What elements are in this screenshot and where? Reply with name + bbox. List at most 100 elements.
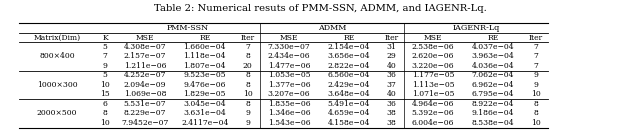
Text: 2.4117e−04: 2.4117e−04 [181,119,228,127]
Text: 38: 38 [387,109,397,117]
Text: 6: 6 [103,100,108,108]
Text: 6.962e−04: 6.962e−04 [472,81,514,89]
Text: 8: 8 [245,81,250,89]
Text: 7.9452e−07: 7.9452e−07 [121,119,169,127]
Text: 15: 15 [100,90,110,98]
Text: IAGENR-Lq: IAGENR-Lq [452,24,499,32]
Text: 8.538e−04: 8.538e−04 [472,119,514,127]
Text: 1.807e−04: 1.807e−04 [184,62,226,70]
Text: 7.330e−07: 7.330e−07 [268,43,310,51]
Text: 2.538e−06: 2.538e−06 [412,43,454,51]
Text: MSE: MSE [136,34,154,41]
Text: 1.053e−05: 1.053e−05 [268,72,310,79]
Text: 7: 7 [533,43,538,51]
Text: 8: 8 [245,100,250,108]
Text: 5.392e−06: 5.392e−06 [412,109,454,117]
Text: 1.071e−05: 1.071e−05 [412,90,454,98]
Text: Iter: Iter [385,34,399,41]
Text: RE: RE [343,34,355,41]
Text: 3.207e−06: 3.207e−06 [268,90,310,98]
Text: 31: 31 [387,43,397,51]
Text: MSE: MSE [424,34,442,41]
Text: 1.211e−06: 1.211e−06 [124,62,166,70]
Text: 7: 7 [533,62,538,70]
Text: RE: RE [199,34,211,41]
Text: 2.822e−04: 2.822e−04 [328,62,370,70]
Text: 1.660e−04: 1.660e−04 [184,43,226,51]
Text: 8.229e−07: 8.229e−07 [124,109,166,117]
Text: 1.829e−05: 1.829e−05 [184,90,226,98]
Text: 8: 8 [103,109,108,117]
Text: 5: 5 [103,72,108,79]
Text: 1.543e−06: 1.543e−06 [268,119,310,127]
Text: 37: 37 [387,81,397,89]
Text: 3.631e−04: 3.631e−04 [184,109,226,117]
Text: 7: 7 [103,53,108,60]
Text: 800×400: 800×400 [39,53,75,60]
Text: 2.434e−06: 2.434e−06 [268,53,310,60]
Text: 9.523e−05: 9.523e−05 [184,72,226,79]
Text: Iter: Iter [241,34,255,41]
Text: 9: 9 [533,81,538,89]
Text: 10: 10 [531,119,541,127]
Text: 4.964e−06: 4.964e−06 [412,100,454,108]
Text: Matrix(Dim): Matrix(Dim) [33,34,81,41]
Text: 4.158e−04: 4.158e−04 [328,119,370,127]
Text: RE: RE [487,34,499,41]
Text: 1.177e−05: 1.177e−05 [412,72,454,79]
Text: 7: 7 [533,53,538,60]
Text: 8: 8 [533,109,538,117]
Text: 1.069e−08: 1.069e−08 [124,90,166,98]
Text: Iter: Iter [529,34,543,41]
Text: PMM-SSN: PMM-SSN [167,24,209,32]
Text: 1.377e−06: 1.377e−06 [268,81,310,89]
Text: 8: 8 [533,100,538,108]
Text: 6.004e−06: 6.004e−06 [412,119,454,127]
Text: ADMM: ADMM [317,24,346,32]
Text: 1000×300: 1000×300 [36,81,77,89]
Text: 8: 8 [245,72,250,79]
Text: 5.531e−07: 5.531e−07 [124,100,166,108]
Text: 4.036e−04: 4.036e−04 [472,62,514,70]
Text: 10: 10 [100,119,110,127]
Text: 6.795e−04: 6.795e−04 [472,90,514,98]
Text: 9: 9 [103,62,108,70]
Text: 36: 36 [387,72,397,79]
Text: 2.157e−07: 2.157e−07 [124,53,166,60]
Text: 1.477e−06: 1.477e−06 [268,62,310,70]
Text: 4.659e−04: 4.659e−04 [328,109,370,117]
Text: 9.476e−06: 9.476e−06 [184,81,226,89]
Text: 5: 5 [103,43,108,51]
Text: 10: 10 [100,81,110,89]
Text: 4.037e−04: 4.037e−04 [472,43,514,51]
Text: 8: 8 [245,53,250,60]
Text: 2.620e−06: 2.620e−06 [412,53,454,60]
Text: 2.154e−04: 2.154e−04 [328,43,370,51]
Text: Table 2: Numerical resuts of PMM-SSN, ADMM, and IAGENR-Lq.: Table 2: Numerical resuts of PMM-SSN, AD… [154,4,486,13]
Text: 9: 9 [533,72,538,79]
Text: 3.963e−04: 3.963e−04 [472,53,514,60]
Text: 1.113e−05: 1.113e−05 [412,81,454,89]
Text: 8.922e−04: 8.922e−04 [472,100,514,108]
Text: 3.648e−04: 3.648e−04 [328,90,370,98]
Text: 9: 9 [245,119,250,127]
Text: 3.220e−06: 3.220e−06 [412,62,454,70]
Text: 20: 20 [243,62,253,70]
Text: 7: 7 [245,43,250,51]
Text: MSE: MSE [280,34,298,41]
Text: 1.346e−06: 1.346e−06 [268,109,310,117]
Text: 3.656e−04: 3.656e−04 [328,53,370,60]
Text: 29: 29 [387,53,397,60]
Text: 1.835e−06: 1.835e−06 [268,100,310,108]
Text: 40: 40 [387,90,397,98]
Text: 6.560e−04: 6.560e−04 [328,72,370,79]
Text: K: K [102,34,108,41]
Text: 5.491e−04: 5.491e−04 [328,100,370,108]
Text: 7.062e−04: 7.062e−04 [472,72,514,79]
Text: 2000×500: 2000×500 [36,109,77,117]
Text: 9.186e−04: 9.186e−04 [472,109,514,117]
Text: 4.308e−07: 4.308e−07 [124,43,166,51]
Text: 10: 10 [531,90,541,98]
Text: 10: 10 [243,90,253,98]
Text: 4.252e−07: 4.252e−07 [124,72,166,79]
